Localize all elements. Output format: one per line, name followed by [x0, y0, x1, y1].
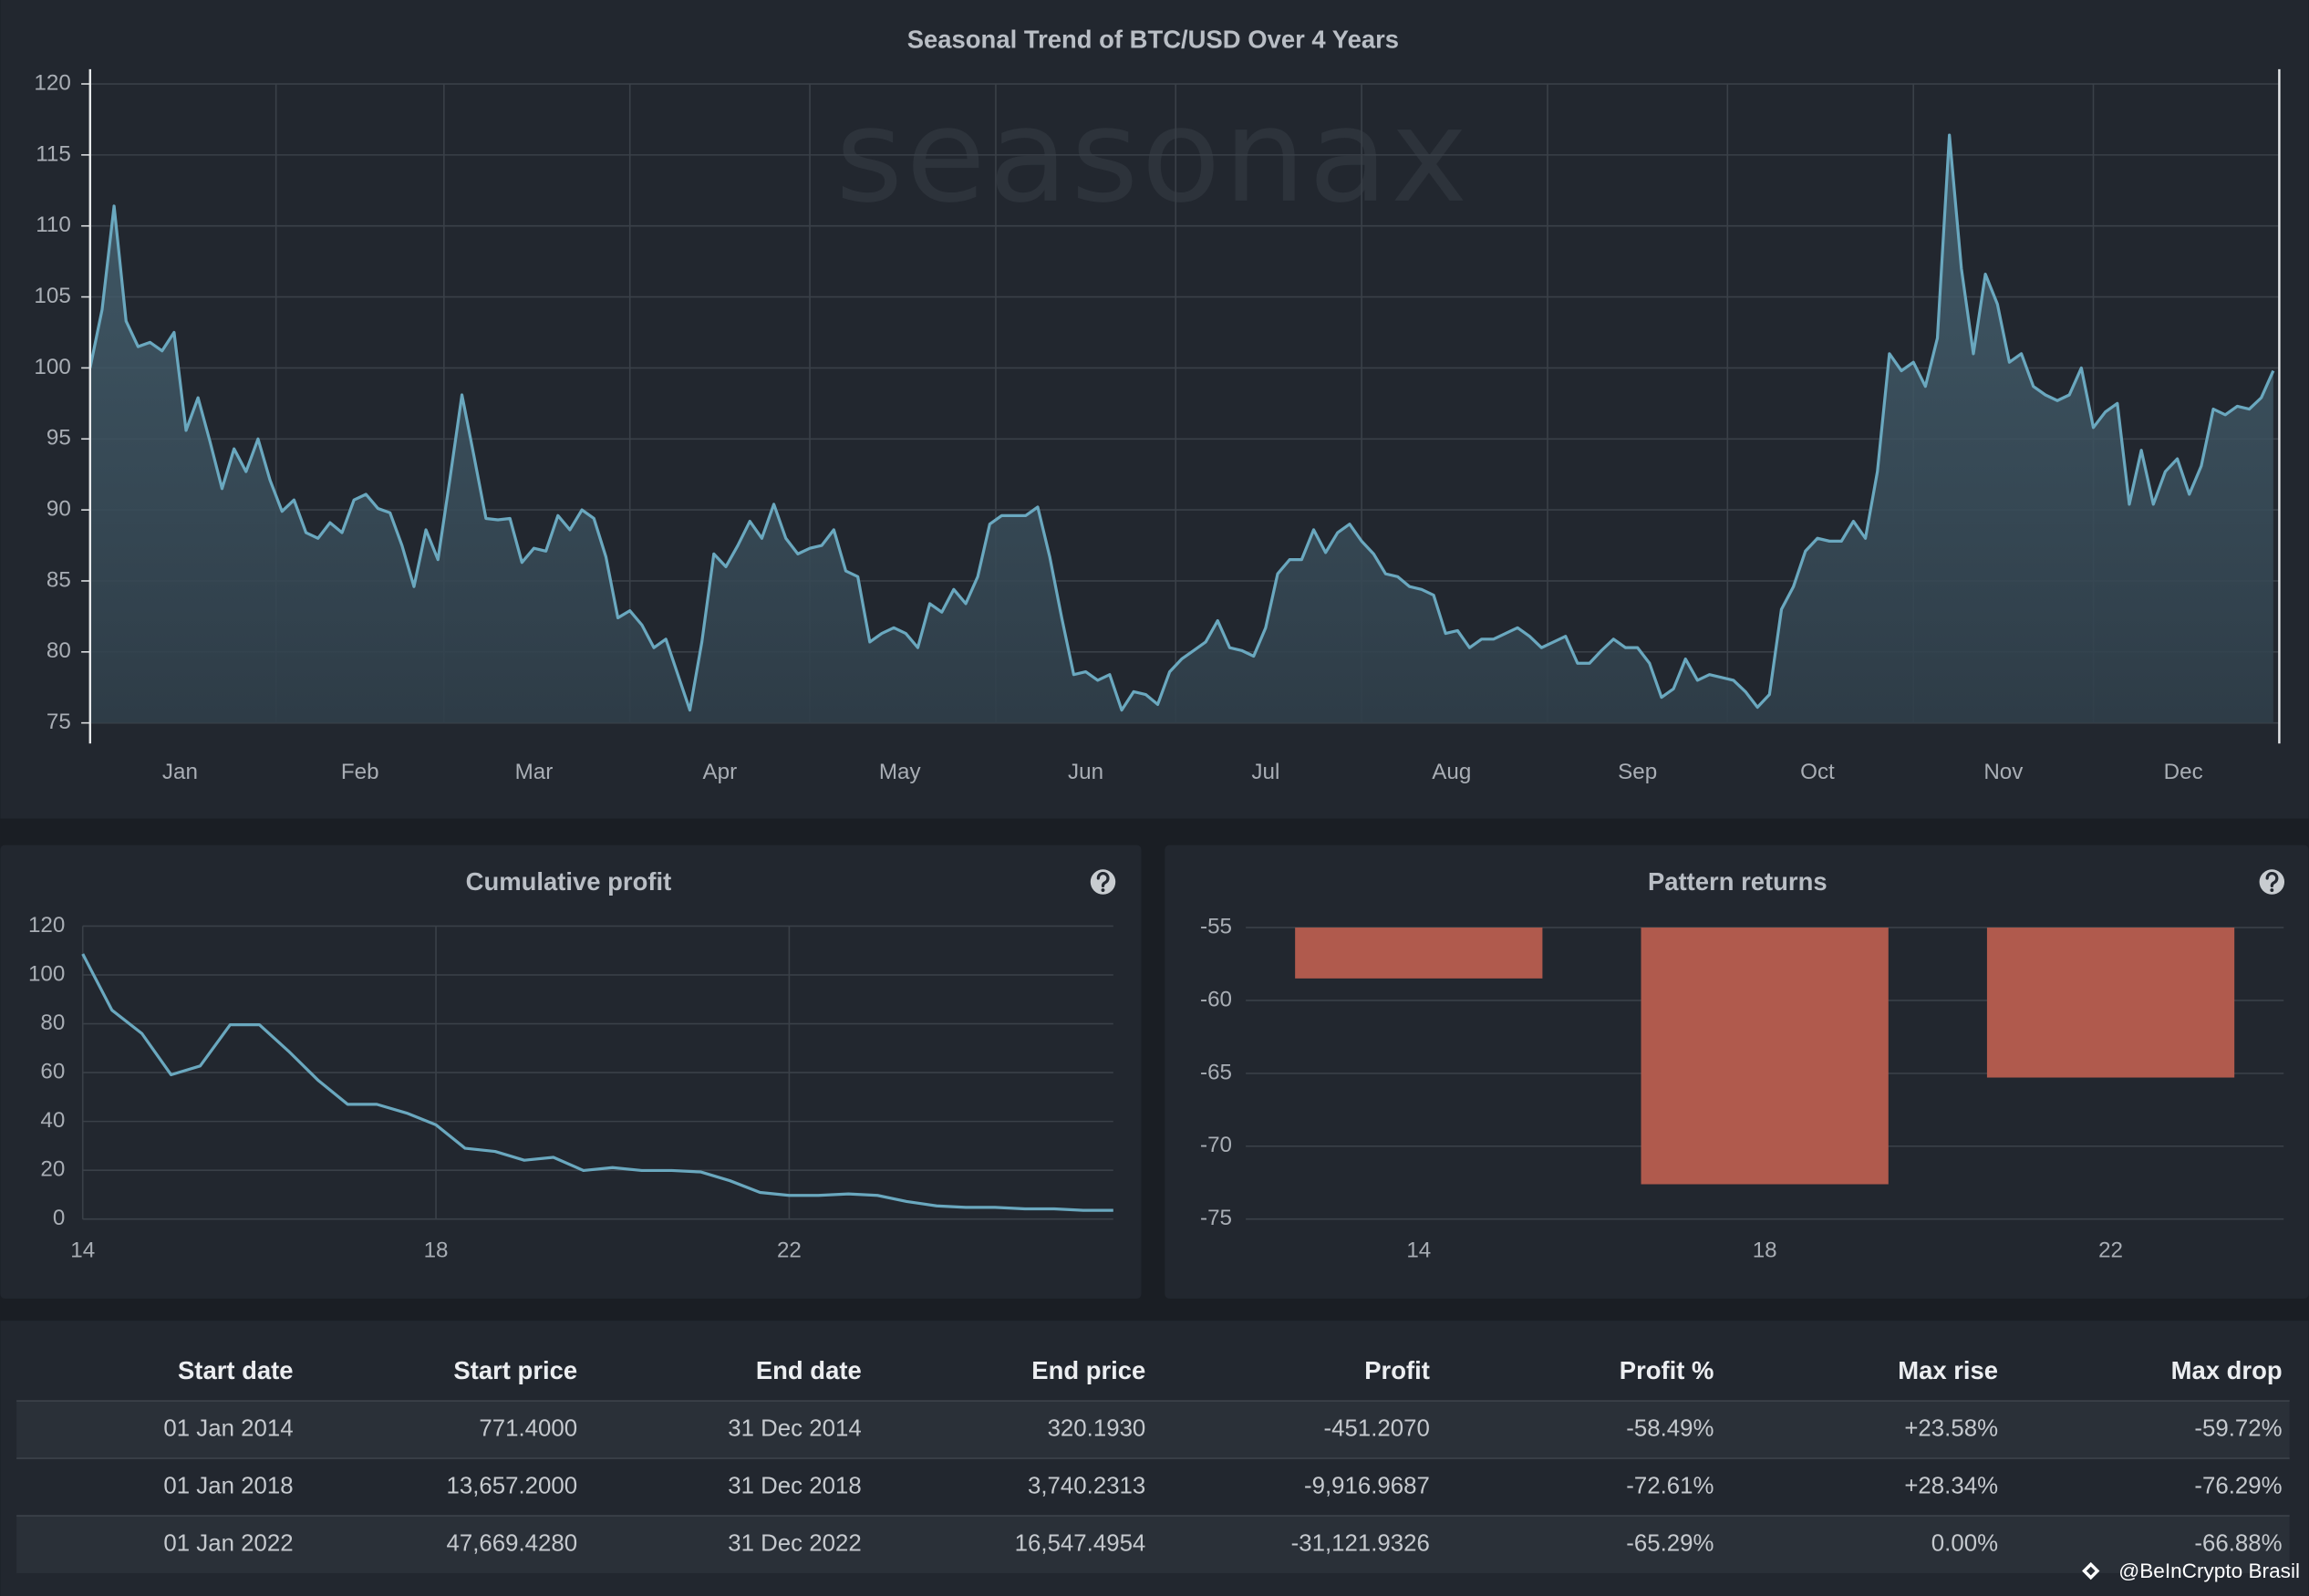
table-cell: 01 Jan 2018 — [163, 1473, 293, 1498]
y-tick-label: -70 — [1200, 1133, 1232, 1157]
y-tick-label: 0 — [53, 1206, 65, 1230]
table-cell: -58.49% — [1626, 1415, 1714, 1441]
table-cell: 3,740.2313 — [1028, 1473, 1145, 1498]
y-tick-label: -65 — [1200, 1060, 1232, 1084]
y-tick-label: 75 — [47, 710, 71, 734]
y-tick-label: 120 — [28, 913, 65, 938]
x-tick-label: Jul — [1251, 760, 1279, 784]
row-band — [16, 1516, 2290, 1573]
x-tick-label: Aug — [1432, 760, 1471, 784]
table-cell: 31 Dec 2014 — [728, 1415, 861, 1441]
row-band — [16, 1401, 2290, 1459]
x-tick-label: Nov — [1983, 760, 2024, 784]
table-cell: +28.34% — [1904, 1473, 1998, 1498]
column-header: Max drop — [2171, 1356, 2283, 1384]
table-cell: 31 Dec 2022 — [728, 1530, 861, 1556]
credit: @BeInCrypto Brasil — [2118, 1560, 2300, 1582]
y-tick-label: 115 — [36, 141, 71, 166]
table-cell: -31,121.9326 — [1291, 1530, 1430, 1556]
table-cell: -451.2070 — [1324, 1415, 1430, 1441]
table-cell: -9,916.9687 — [1304, 1473, 1430, 1498]
column-header: Start date — [178, 1356, 294, 1384]
table-cell: -59.72% — [2194, 1415, 2282, 1441]
y-tick-label: 120 — [34, 70, 70, 95]
y-tick-label: -75 — [1200, 1206, 1232, 1230]
x-tick-label: Jan — [162, 760, 198, 784]
chart-title: Seasonal Trend of BTC/USD Over 4 Years — [907, 25, 1399, 53]
column-header: Max rise — [1898, 1356, 1998, 1384]
table-cell: -72.61% — [1626, 1473, 1714, 1498]
y-tick-label: 20 — [40, 1157, 65, 1182]
bar — [1641, 928, 1889, 1185]
watermark: seasonax — [835, 80, 1470, 232]
table-cell: 16,547.4954 — [1015, 1530, 1146, 1556]
y-tick-label: 80 — [40, 1010, 65, 1035]
x-tick-label: Jun — [1068, 760, 1103, 784]
y-tick-label: -55 — [1200, 914, 1232, 938]
chart-title: Cumulative profit — [466, 867, 672, 896]
credit-icon — [2082, 1561, 2100, 1580]
table-cell: -76.29% — [2194, 1473, 2282, 1498]
area — [89, 135, 2273, 723]
table-cell: 771.4000 — [479, 1415, 577, 1441]
table-cell: 13,657.2000 — [447, 1473, 578, 1498]
table-cell: -65.29% — [1626, 1530, 1714, 1556]
line — [88, 133, 2275, 712]
x-tick-label: 14 — [1406, 1238, 1431, 1263]
help-icon[interactable] — [1090, 869, 1116, 895]
column-header: End price — [1031, 1356, 1145, 1384]
x-tick-label: Oct — [1800, 760, 1835, 784]
table-cell: -66.88% — [2194, 1530, 2282, 1556]
x-tick-label: Dec — [2164, 760, 2203, 784]
x-tick-label: Feb — [341, 760, 379, 784]
bar — [1295, 928, 1543, 979]
line — [81, 953, 1113, 1212]
y-tick-label: 110 — [36, 212, 71, 237]
column-header: End date — [756, 1356, 862, 1384]
y-tick-label: 95 — [47, 426, 71, 451]
x-tick-label: 22 — [2098, 1238, 2123, 1263]
x-tick-label: Mar — [515, 760, 554, 784]
table-cell: 01 Jan 2022 — [163, 1530, 293, 1556]
y-tick-label: 40 — [40, 1108, 65, 1133]
x-tick-label: 14 — [70, 1238, 95, 1263]
column-header: Start price — [453, 1356, 577, 1384]
table-cell: 0.00% — [1931, 1530, 1998, 1556]
x-tick-label: 18 — [424, 1238, 449, 1263]
table-cell: 01 Jan 2014 — [163, 1415, 293, 1441]
y-tick-label: 90 — [47, 497, 71, 522]
y-tick-label: 60 — [40, 1059, 65, 1083]
column-header: Profit — [1364, 1356, 1430, 1384]
x-tick-label: Sep — [1618, 760, 1657, 784]
y-tick-label: -60 — [1200, 987, 1232, 1011]
y-tick-label: 105 — [34, 284, 70, 308]
bar — [1986, 928, 2235, 1078]
table-cell: 31 Dec 2018 — [728, 1473, 861, 1498]
x-tick-label: May — [879, 760, 922, 784]
y-tick-label: 100 — [34, 355, 70, 379]
y-tick-label: 80 — [47, 638, 71, 663]
y-tick-label: 85 — [47, 567, 71, 592]
y-tick-label: 100 — [28, 961, 65, 986]
x-tick-label: Apr — [703, 760, 738, 784]
table-cell: 47,669.4280 — [447, 1530, 578, 1556]
table-cell: +23.58% — [1904, 1415, 1998, 1441]
table-cell: 320.1930 — [1048, 1415, 1146, 1441]
x-tick-label: 22 — [777, 1238, 802, 1263]
chart-title: Pattern returns — [1648, 867, 1828, 896]
help-icon[interactable] — [2259, 869, 2285, 895]
column-header: Profit % — [1620, 1356, 1714, 1384]
x-tick-label: 18 — [1753, 1238, 1777, 1263]
